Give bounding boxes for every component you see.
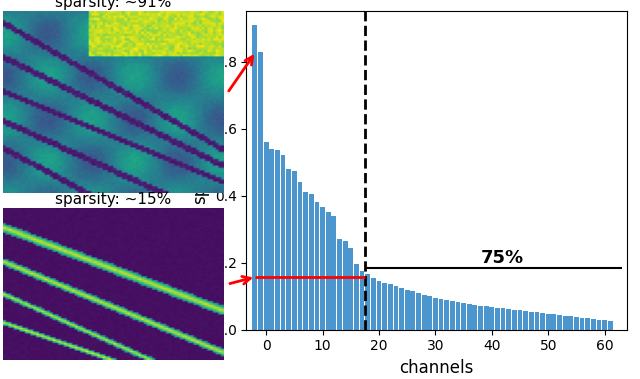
Bar [444,300,449,330]
Bar [568,316,573,330]
Bar [269,149,274,330]
Bar [552,314,556,330]
Bar [495,308,500,330]
Bar [586,318,590,330]
Bar [484,306,488,330]
Bar [292,171,297,330]
Bar [467,304,472,330]
Bar [490,307,494,330]
Bar [428,296,432,330]
Bar [394,286,398,330]
Bar [456,302,460,330]
Bar [264,142,269,330]
Bar [546,314,550,330]
Bar [343,241,348,330]
Bar [602,320,607,330]
Bar [326,213,331,330]
Bar [354,265,359,330]
Bar [524,311,528,330]
Bar [518,310,522,330]
Bar [365,274,370,330]
Bar [348,247,353,330]
Bar [258,52,263,330]
Bar [275,150,280,330]
Bar [461,303,466,330]
Bar [540,313,545,330]
Title: sparsity: ~15%: sparsity: ~15% [56,192,172,207]
Bar [399,288,404,330]
Bar [303,192,308,330]
Bar [376,281,381,330]
Bar [404,290,410,330]
Bar [450,301,454,330]
Bar [281,155,285,330]
Bar [371,278,376,330]
Bar [557,315,562,330]
Bar [478,305,483,330]
Bar [596,319,602,330]
Bar [608,321,612,330]
Bar [433,298,438,330]
Bar [574,317,579,330]
Bar [252,25,257,330]
X-axis label: channels: channels [399,359,474,377]
Bar [529,312,534,330]
Bar [410,291,415,330]
Bar [534,312,540,330]
Bar [591,319,596,330]
Bar [438,299,444,330]
Y-axis label: sparsity: sparsity [191,138,209,204]
Bar [422,294,426,330]
Bar [388,285,393,330]
Text: 75%: 75% [481,249,524,267]
Bar [314,202,319,330]
Bar [506,309,511,330]
Bar [360,271,364,330]
Bar [416,293,421,330]
Bar [309,194,314,330]
Bar [286,169,291,330]
Bar [580,318,584,330]
Bar [298,182,302,330]
Bar [320,207,325,330]
Bar [382,283,387,330]
Bar [472,305,477,330]
Bar [337,239,342,330]
Bar [500,308,506,330]
Bar [332,216,336,330]
Bar [512,310,516,330]
Bar [563,316,568,330]
Title: sparsity: ~91%: sparsity: ~91% [56,0,172,10]
